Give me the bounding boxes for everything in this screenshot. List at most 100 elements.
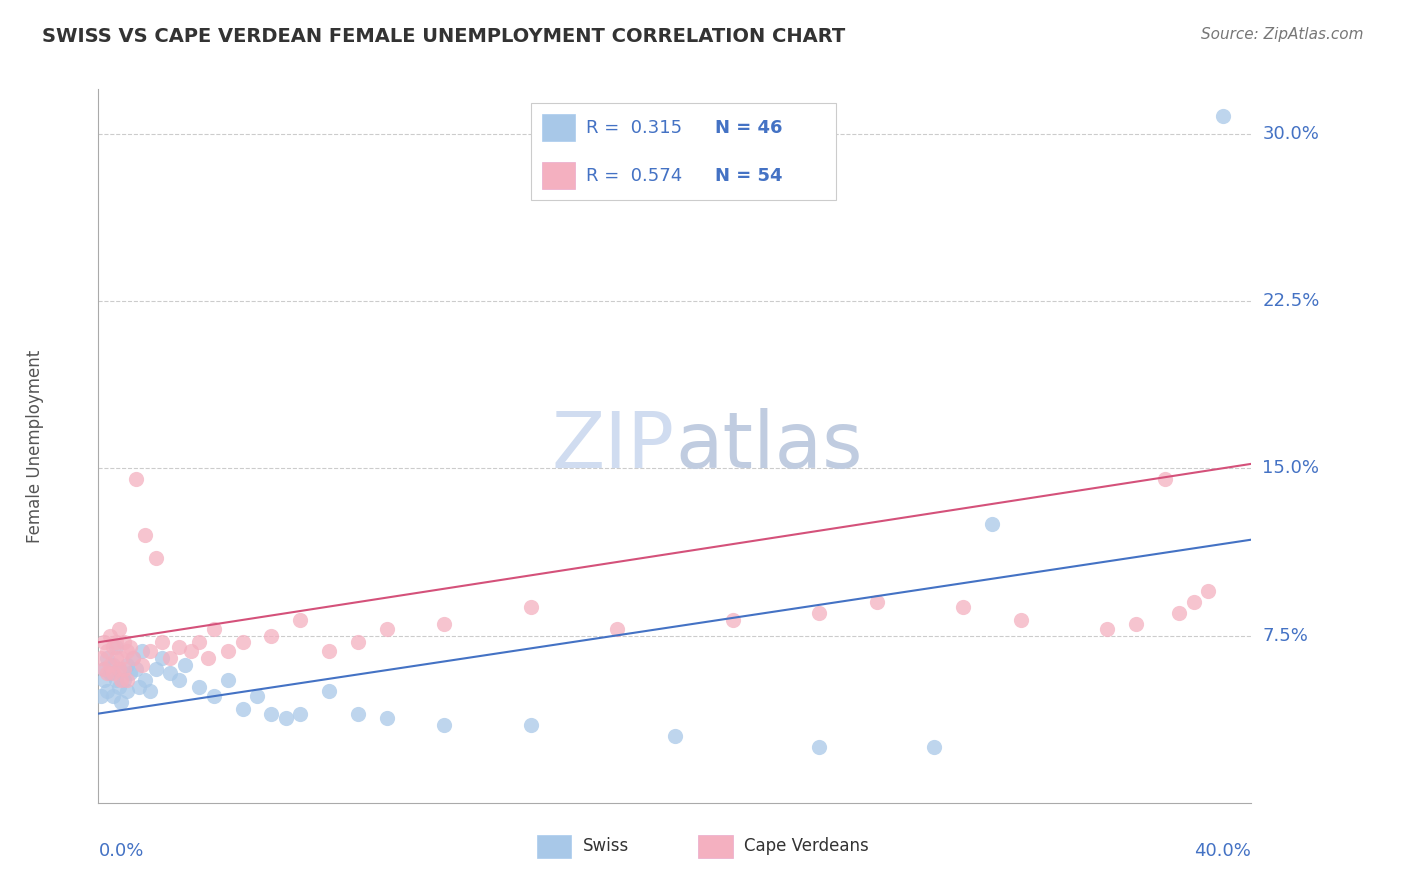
Point [866, 595, 889, 609]
Point [188, 680, 211, 694]
Point [96, 684, 118, 698]
Point [318, 644, 340, 658]
Point [807, 607, 830, 621]
Point [433, 617, 456, 632]
Point [112, 673, 135, 687]
Point [120, 666, 142, 681]
Point [96, 644, 118, 658]
Point [112, 662, 135, 676]
Point [433, 717, 456, 731]
Point [104, 673, 127, 687]
Point [664, 729, 686, 743]
Point [93, 635, 115, 649]
Point [134, 673, 156, 687]
Point [159, 651, 181, 665]
Point [952, 599, 974, 614]
Point [318, 684, 340, 698]
Point [180, 644, 202, 658]
Point [117, 684, 138, 698]
Text: Cape Verdeans: Cape Verdeans [744, 838, 869, 855]
Text: 7.5%: 7.5% [1263, 626, 1309, 645]
Point [107, 662, 129, 676]
Point [807, 740, 830, 755]
Point [120, 640, 142, 654]
Point [188, 635, 211, 649]
Point [375, 622, 398, 636]
Point [260, 706, 283, 721]
Point [96, 666, 118, 681]
Point [131, 657, 153, 672]
Point [290, 706, 312, 721]
Point [1125, 617, 1147, 632]
Point [110, 651, 132, 665]
Text: N = 54: N = 54 [716, 167, 783, 185]
Point [1097, 622, 1119, 636]
Point [520, 717, 543, 731]
Point [981, 517, 1004, 532]
FancyBboxPatch shape [543, 114, 575, 141]
Point [1153, 473, 1175, 487]
Point [125, 662, 148, 676]
Point [93, 673, 115, 687]
Point [90, 689, 112, 703]
Text: 30.0%: 30.0% [1263, 125, 1319, 143]
Point [520, 599, 543, 614]
Point [107, 680, 129, 694]
Point [145, 550, 167, 565]
Point [1182, 595, 1205, 609]
Point [290, 613, 312, 627]
Point [134, 528, 156, 542]
Point [98, 657, 121, 672]
Text: 40.0%: 40.0% [1195, 842, 1251, 860]
Point [202, 689, 225, 703]
Point [197, 651, 219, 665]
Point [101, 640, 124, 654]
Point [101, 666, 124, 681]
Point [1168, 607, 1191, 621]
Point [1212, 109, 1234, 123]
Point [98, 628, 121, 642]
Point [375, 711, 398, 725]
Point [139, 644, 162, 658]
Text: 0.0%: 0.0% [98, 842, 143, 860]
Point [174, 657, 197, 672]
FancyBboxPatch shape [530, 103, 837, 200]
Point [93, 662, 115, 676]
Point [107, 622, 129, 636]
Text: ZIP: ZIP [553, 408, 675, 484]
FancyBboxPatch shape [537, 835, 571, 858]
Text: R =  0.315: R = 0.315 [586, 119, 682, 136]
Point [260, 628, 283, 642]
Point [117, 644, 138, 658]
Text: R =  0.574: R = 0.574 [586, 167, 682, 185]
FancyBboxPatch shape [697, 835, 733, 858]
Point [922, 740, 945, 755]
Point [128, 680, 150, 694]
Point [1010, 613, 1032, 627]
Point [274, 711, 297, 725]
Point [167, 673, 190, 687]
Point [90, 651, 112, 665]
Point [231, 702, 254, 716]
Point [107, 662, 129, 676]
Point [139, 684, 162, 698]
Point [117, 657, 138, 672]
Point [346, 635, 368, 649]
Point [122, 651, 145, 665]
FancyBboxPatch shape [543, 162, 575, 189]
Text: N = 46: N = 46 [716, 119, 783, 136]
Point [101, 689, 124, 703]
Point [93, 662, 115, 676]
Text: 15.0%: 15.0% [1263, 459, 1319, 477]
Point [101, 657, 124, 672]
Point [125, 473, 148, 487]
Point [1197, 583, 1219, 598]
Point [110, 696, 132, 710]
Point [145, 662, 167, 676]
Point [131, 644, 153, 658]
Text: 22.5%: 22.5% [1263, 292, 1320, 310]
Point [246, 689, 269, 703]
Point [721, 613, 744, 627]
Point [104, 635, 127, 649]
Point [150, 651, 173, 665]
